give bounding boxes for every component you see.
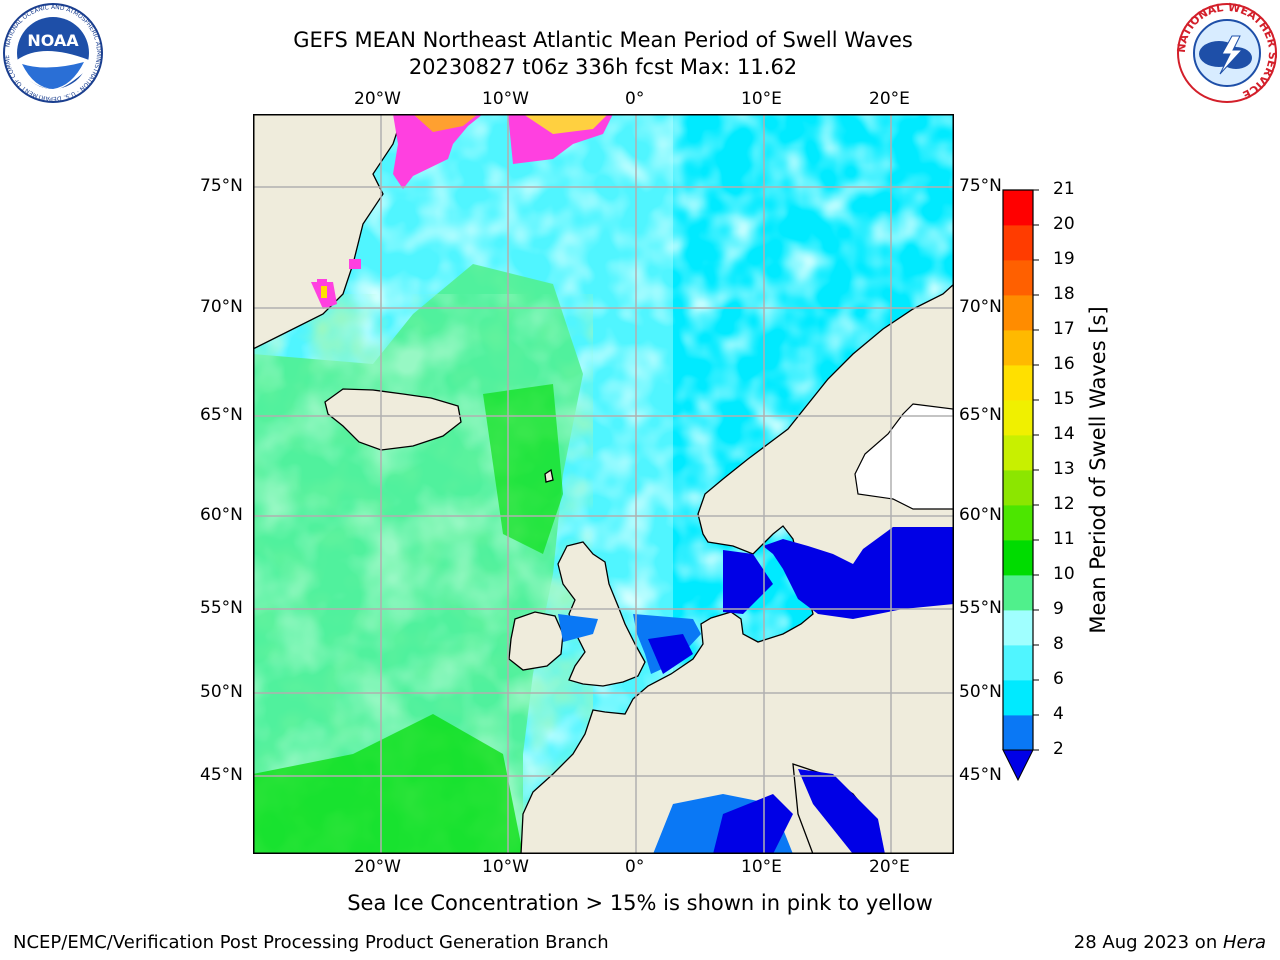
colorbar-tick-label: 21 <box>1053 179 1075 199</box>
footer-host: Hera <box>1222 932 1266 953</box>
colorbar-segment <box>1003 435 1033 471</box>
lat-label-left-55n: 55°N <box>200 598 243 618</box>
lat-label-left-50n: 50°N <box>200 682 243 702</box>
colorbar-tick-label: 14 <box>1053 424 1075 444</box>
lon-label-top-20e: 20°E <box>869 89 910 109</box>
noaa-logo: NOAA NATIONAL OCEANIC AND ATMOSPHERIC AD… <box>0 0 104 104</box>
lat-label-right-65n: 65°N <box>959 405 1002 425</box>
colorbar-tick-label: 20 <box>1053 214 1075 234</box>
colorbar-segment <box>1003 260 1033 296</box>
colorbar-tick-label: 19 <box>1053 249 1075 269</box>
colorbar-segment <box>1003 190 1033 226</box>
colorbar-svg <box>1002 189 1039 782</box>
lat-label-left-45n: 45°N <box>200 765 243 785</box>
chart-subtitle: 20230827 t06z 336h fcst Max: 11.62 <box>408 55 798 79</box>
lat-label-left-75n: 75°N <box>200 176 243 196</box>
colorbar-segment <box>1003 575 1033 611</box>
colorbar-segment <box>1003 715 1033 751</box>
lon-label-bottom-10w: 10°W <box>482 857 529 877</box>
lat-label-right-75n: 75°N <box>959 176 1002 196</box>
lat-label-right-70n: 70°N <box>959 297 1002 317</box>
colorbar-segment <box>1003 610 1033 646</box>
lat-label-right-50n: 50°N <box>959 682 1002 702</box>
colorbar-segment <box>1003 505 1033 541</box>
colorbar-segment <box>1003 365 1033 401</box>
colorbar-tick-label: 18 <box>1053 284 1075 304</box>
lon-label-top-0: 0° <box>625 89 645 109</box>
footer-credit: NCEP/EMC/Verification Post Processing Pr… <box>13 932 609 953</box>
graticule <box>253 114 954 854</box>
lat-label-left-65n: 65°N <box>200 405 243 425</box>
footer-date-text: 28 Aug 2023 on <box>1073 932 1223 953</box>
colorbar-tick-label: 13 <box>1053 459 1075 479</box>
chart-title: GEFS MEAN Northeast Atlantic Mean Period… <box>293 28 913 52</box>
colorbar-tick-label: 17 <box>1053 319 1075 339</box>
lon-label-top-20w: 20°W <box>354 89 401 109</box>
lon-label-bottom-20w: 20°W <box>354 857 401 877</box>
colorbar-tick-label: 8 <box>1053 634 1064 654</box>
lat-label-right-60n: 60°N <box>959 505 1002 525</box>
map-panel <box>253 114 954 854</box>
colorbar-tick-label: 11 <box>1053 529 1075 549</box>
lon-label-bottom-0: 0° <box>625 857 645 877</box>
lat-label-right-55n: 55°N <box>959 598 1002 618</box>
colorbar-label: Mean Period of Swell Waves [s] <box>1086 306 1110 634</box>
lon-label-bottom-20e: 20°E <box>869 857 910 877</box>
lat-label-left-70n: 70°N <box>200 297 243 317</box>
colorbar-tick-label: 16 <box>1053 354 1075 374</box>
colorbar-segment <box>1003 225 1033 261</box>
colorbar-tick-label: 12 <box>1053 494 1075 514</box>
colorbar-tick-label: 4 <box>1053 704 1064 724</box>
colorbar-tick-label: 6 <box>1053 669 1064 689</box>
colorbar-segment <box>1003 680 1033 716</box>
footer-date: 28 Aug 2023 on Hera <box>1074 932 1266 953</box>
lon-label-bottom-10e: 10°E <box>741 857 782 877</box>
colorbar-under-arrow <box>1002 749 1034 782</box>
lon-label-top-10w: 10°W <box>482 89 529 109</box>
noaa-logo-text: NOAA <box>27 31 79 50</box>
sea-ice <box>311 114 613 309</box>
lat-label-right-45n: 45°N <box>959 765 1002 785</box>
colorbar-segment <box>1003 295 1033 331</box>
sea-ice-note: Sea Ice Concentration > 15% is shown in … <box>347 891 933 915</box>
colorbar-segment <box>1003 330 1033 366</box>
colorbar-tick-label: 10 <box>1053 564 1075 584</box>
colorbar <box>1000 186 1040 786</box>
map-svg <box>253 114 954 854</box>
colorbar-segment <box>1003 400 1033 436</box>
colorbar-tick-label: 9 <box>1053 599 1064 619</box>
colorbar-tick-label: 2 <box>1053 739 1064 759</box>
colorbar-segment <box>1003 540 1033 576</box>
colorbar-segment <box>1003 470 1033 506</box>
lon-label-top-10e: 10°E <box>741 89 782 109</box>
nws-logo: NATIONAL WEATHER SERVICE <box>1175 1 1279 104</box>
lat-label-left-60n: 60°N <box>200 505 243 525</box>
colorbar-segment <box>1003 645 1033 681</box>
colorbar-tick-label: 15 <box>1053 389 1075 409</box>
